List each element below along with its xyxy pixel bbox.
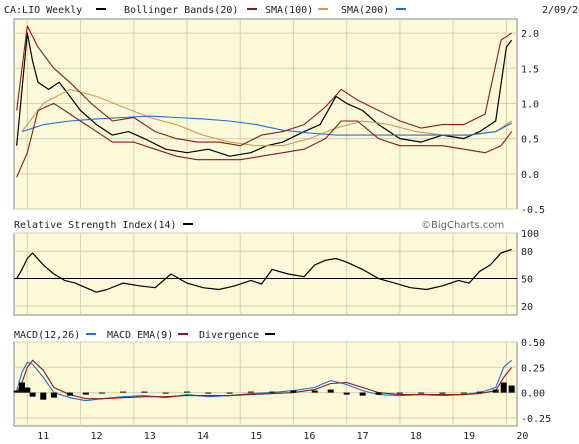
- legend-bollinger-label: Bollinger Bands(20): [124, 5, 238, 16]
- y-tick-label-1-0: 100: [521, 229, 539, 240]
- divergence-bar-2: [24, 387, 31, 393]
- price-sma-100-line: [21, 88, 513, 147]
- x-tick-label-8: 19: [463, 431, 475, 442]
- rsi-title: Relative Strength Index(14): [14, 220, 177, 231]
- y-tick-label-1-2: 50: [521, 275, 533, 286]
- divergence-label: Divergence: [199, 330, 259, 341]
- divergence-bar-19: [327, 389, 334, 393]
- y-tick-label-0-2: 1.0: [521, 99, 539, 110]
- macd-macd-ema-9-line: [16, 359, 513, 400]
- divergence-bar-28: [492, 389, 499, 393]
- y-tick-label-1-3: 20: [521, 302, 533, 313]
- x-tick-label-9: 20: [516, 431, 528, 442]
- divergence-bar-24: [418, 392, 425, 394]
- divergence-bar-25: [439, 392, 446, 394]
- legend-sma200-label: SMA(200): [341, 5, 389, 16]
- y-tick-label-0-4: 0.0: [521, 170, 539, 181]
- divergence-bar-4: [40, 392, 47, 400]
- x-tick-label-5: 16: [303, 431, 315, 442]
- divergence-bar-14: [226, 392, 233, 394]
- series-layer: [13, 25, 517, 402]
- macd-title: MACD(12,26): [14, 330, 80, 341]
- divergence-bar-17: [290, 390, 297, 393]
- divergence-bar-29: [500, 382, 507, 393]
- divergence-bar-22: [375, 392, 382, 395]
- macd-legend-swatch: [86, 333, 96, 335]
- divergence-bar-23: [396, 392, 403, 394]
- y-tick-label-1-1: 80: [521, 247, 533, 258]
- x-tick-label-2: 13: [144, 431, 156, 442]
- y-tick-label-0-0: 2.0: [521, 29, 539, 40]
- macd-panel: [13, 341, 518, 427]
- y-tick-label-2-0: 0.50: [521, 338, 545, 349]
- bigcharts-brand: ©BigCharts.com: [421, 220, 504, 231]
- rsi-panel: [13, 232, 518, 316]
- price-bollinger-bands-20-lower-line: [16, 102, 513, 178]
- legend-bollinger-swatch: [247, 8, 257, 10]
- price-sma-200-line: [21, 115, 512, 136]
- chart-date: 2/09/20: [542, 5, 579, 16]
- y-tick-label-2-3: -0.25: [521, 414, 551, 425]
- macd-ema-label: MACD EMA(9): [107, 330, 173, 341]
- legend-sma100-swatch: [318, 8, 328, 10]
- legend-sma200-swatch: [396, 8, 406, 10]
- divergence-bar-11: [162, 392, 169, 394]
- x-tick-label-0: 11: [37, 431, 49, 442]
- divergence-bar-30: [508, 385, 515, 393]
- divergence-bar-27: [476, 391, 483, 393]
- x-tick-label-1: 12: [91, 431, 103, 442]
- symbol-label: CA:LIO Weekly: [4, 5, 82, 16]
- x-tick-label-6: 17: [357, 431, 369, 442]
- divergence-bar-6: [66, 392, 73, 396]
- price-panel: [13, 18, 518, 210]
- divergence-bar-20: [343, 392, 350, 395]
- price-ca-lio-weekly-line: [16, 32, 513, 157]
- divergence-bar-7: [82, 392, 89, 395]
- divergence-bar-21: [359, 392, 366, 396]
- divergence-bar-3: [29, 392, 36, 397]
- legend-sma100-label: SMA(100): [265, 5, 313, 16]
- macd-macd-12-26-line: [16, 359, 513, 402]
- x-tick-label-7: 18: [410, 431, 422, 442]
- macd-ema-legend-swatch: [178, 333, 188, 335]
- divergence-bar-9: [120, 391, 127, 393]
- y-tick-label-2-1: 0.25: [521, 363, 545, 374]
- y-tick-label-0-5: -0.5: [521, 205, 545, 216]
- divergence-bar-8: [98, 392, 105, 394]
- y-tick-label-0-3: 0.5: [521, 135, 539, 146]
- symbol-swatch: [96, 8, 106, 10]
- divergence-bar-18: [311, 390, 318, 393]
- divergence-bar-13: [205, 392, 212, 394]
- divergence-legend-swatch: [265, 333, 275, 335]
- grid-layer: [14, 19, 517, 426]
- ticks-layer: 2.0 1.5 1.0 0.5 0.0 -0.5 100 80 50 20 11 12 13 14 15 16…: [37, 29, 551, 442]
- divergence-bar-12: [183, 391, 190, 393]
- divergence-bar-16: [269, 391, 276, 393]
- x-tick-label-4: 15: [250, 431, 262, 442]
- divergence-bar-10: [141, 391, 148, 393]
- divergence-bar-1: [18, 382, 25, 393]
- divergence-bar-0: [13, 390, 20, 393]
- rsi-legend-swatch: [183, 223, 193, 225]
- rsi-relative-strength-index-14-line: [16, 248, 512, 293]
- y-tick-label-0-1: 1.5: [521, 64, 539, 75]
- x-tick-label-3: 14: [197, 431, 209, 442]
- divergence-bar-5: [50, 392, 57, 398]
- divergence-bar-15: [247, 391, 254, 393]
- divergence-bar-26: [460, 392, 467, 394]
- price-bollinger-bands-20-upper-line: [16, 25, 513, 147]
- y-tick-label-2-2: 0.00: [521, 389, 545, 400]
